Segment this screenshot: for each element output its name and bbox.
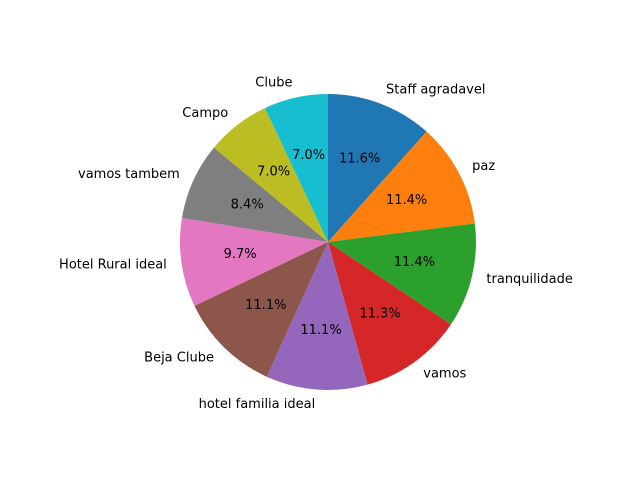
slice-percent-8: 8.4%: [231, 198, 264, 213]
slice-percent-3: 11.4%: [394, 255, 435, 270]
pie-slice-1: [328, 94, 427, 242]
slice-label-7: Hotel Rural ideal: [59, 257, 167, 272]
pie-slice-5: [266, 242, 368, 390]
slice-label-10: Clube: [255, 76, 292, 91]
slice-percent-2: 11.4%: [386, 193, 427, 208]
labels-layer: Staff agradavel 11.6% paz 11.4% tranquilidad…: [59, 76, 573, 412]
slice-label-2: paz: [472, 159, 495, 174]
slice-label-5: hotel familia ideal: [199, 397, 316, 412]
slice-label-6: Beja Clube: [144, 351, 214, 366]
slice-label-4: vamos: [423, 367, 466, 382]
pie-slice-3: [328, 223, 477, 325]
slice-label-1: Staff agradavel: [386, 82, 485, 97]
pie-slice-2: [328, 131, 475, 242]
pie-slice-9: [213, 108, 328, 242]
slice-percent-9: 7.0%: [257, 164, 290, 179]
slice-label-8: vamos tambem: [78, 167, 180, 182]
pie-slice-4: [328, 242, 451, 385]
pie-slice-8: [181, 147, 328, 242]
slice-percent-1: 11.6%: [339, 152, 380, 167]
pie-slice-6: [194, 242, 328, 377]
pie-slice-10: [264, 94, 328, 242]
pie-slice-7: [180, 217, 328, 306]
slice-percent-4: 11.3%: [359, 307, 400, 322]
slice-percent-5: 11.1%: [300, 323, 341, 338]
slice-percent-6: 11.1%: [245, 298, 286, 313]
slices-layer: [180, 94, 477, 390]
slice-label-9: Campo: [182, 106, 228, 121]
slice-label-3: tranquilidade: [486, 272, 572, 287]
slice-percent-7: 9.7%: [224, 247, 257, 262]
slice-percent-10: 7.0%: [292, 148, 325, 163]
